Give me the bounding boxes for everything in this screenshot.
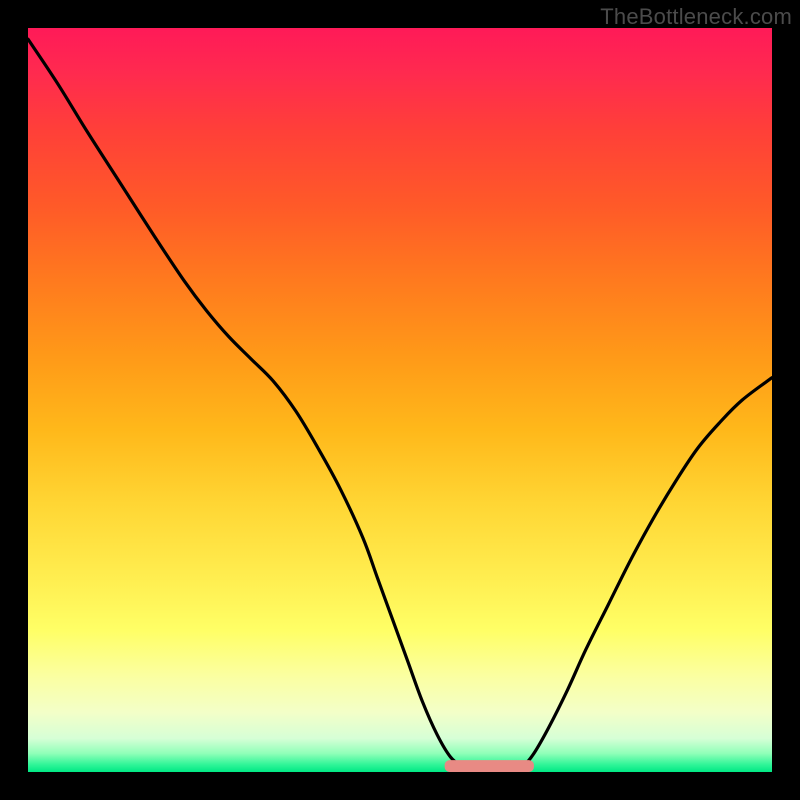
trough-marker xyxy=(445,760,534,772)
plot-area xyxy=(28,28,772,772)
gradient-background xyxy=(28,28,772,772)
watermark-text: TheBottleneck.com xyxy=(600,4,792,30)
bottleneck-chart-svg xyxy=(28,28,772,772)
chart-frame: TheBottleneck.com xyxy=(0,0,800,800)
